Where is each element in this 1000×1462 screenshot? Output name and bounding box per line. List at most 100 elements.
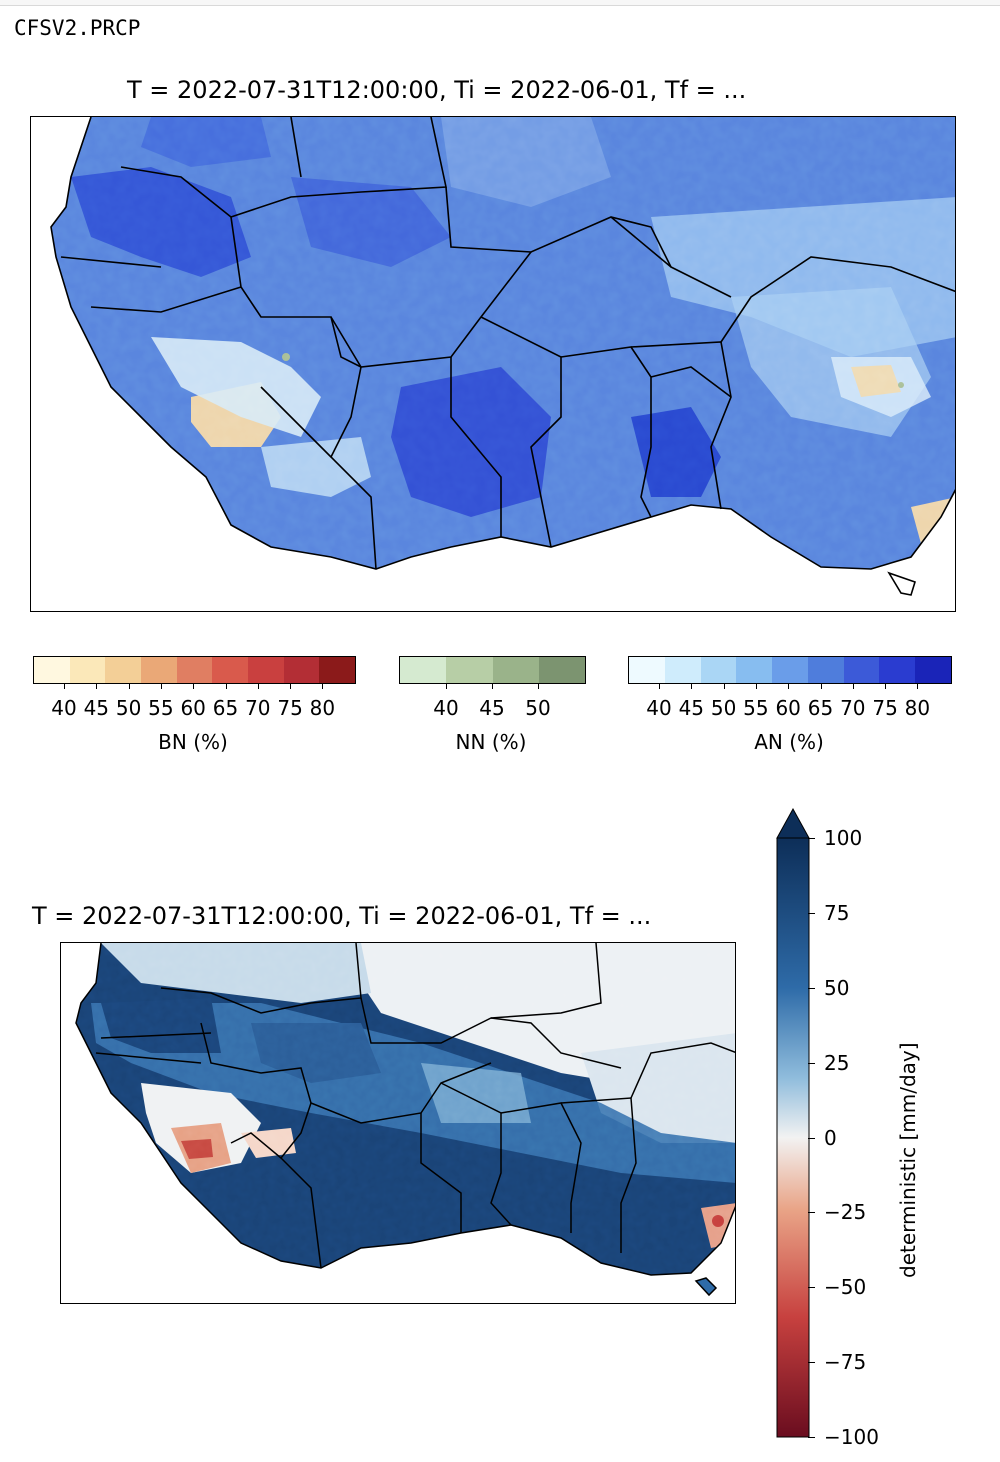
colorbar-tick-label: 25 bbox=[824, 1050, 850, 1075]
colorbar-swatch bbox=[248, 657, 284, 683]
notebook-cell-border bbox=[0, 0, 1000, 6]
colorbar-tickmark bbox=[808, 1437, 815, 1438]
colorbar-tickmark bbox=[723, 684, 725, 689]
colorbar-tickmark bbox=[820, 684, 822, 689]
colorbar-tick-label: 50 bbox=[525, 696, 551, 720]
map2-deterministic-map bbox=[60, 942, 736, 1304]
colorbar-extend-arrow bbox=[776, 808, 810, 839]
colorbar-tick-label: 40 bbox=[433, 696, 459, 720]
colorbar-swatch bbox=[319, 657, 356, 683]
map2-title: T = 2022-07-31T12:00:00, Ti = 2022-06-01… bbox=[32, 902, 652, 930]
colorbar-tickmark bbox=[492, 684, 493, 689]
colorbar-tickmark bbox=[659, 684, 660, 689]
colorbar-swatch bbox=[34, 657, 70, 683]
colorbar-tick-label: 45 bbox=[83, 696, 110, 720]
colorbar-swatch bbox=[400, 657, 447, 683]
colorbar-bn bbox=[33, 656, 356, 684]
colorbar-tick-label: 45 bbox=[678, 696, 705, 720]
colorbar-tick-label: 55 bbox=[148, 696, 174, 720]
colorbar-tick-label: 65 bbox=[212, 696, 239, 720]
colorbar-tickmark bbox=[225, 684, 227, 689]
colorbar-tickmark bbox=[755, 684, 757, 689]
colorbar-nn bbox=[399, 656, 586, 684]
colorbar-swatch bbox=[772, 657, 808, 683]
colorbar-tickmark bbox=[808, 838, 815, 839]
colorbar-tickmark bbox=[96, 684, 98, 689]
colorbar-tickmark bbox=[290, 684, 292, 689]
output-label: CFSV2.PRCP bbox=[14, 16, 141, 40]
colorbar-tick-label: 60 bbox=[180, 696, 206, 720]
colorbar-tickmark bbox=[446, 684, 447, 689]
colorbar-tick-label: 0 bbox=[824, 1125, 837, 1150]
colorbar-tick-label: 70 bbox=[840, 696, 866, 720]
map2-svg bbox=[61, 943, 735, 1303]
colorbar-tickmark bbox=[808, 1212, 815, 1214]
colorbar-tickmark bbox=[808, 1287, 815, 1289]
colorbar-swatch bbox=[446, 657, 493, 683]
map1-tercile-probability-map bbox=[30, 116, 956, 612]
colorbar-tick-label: 80 bbox=[904, 696, 931, 720]
colorbar-tickmark bbox=[885, 684, 887, 689]
colorbar-gradient bbox=[776, 808, 810, 1438]
colorbar-swatch bbox=[105, 657, 142, 683]
colorbar-swatch bbox=[141, 657, 177, 683]
colorbar-tickmark bbox=[193, 684, 195, 689]
colorbar-tickmark bbox=[788, 684, 790, 689]
colorbar-tickmark bbox=[852, 684, 854, 689]
colorbar-tickmark bbox=[808, 1137, 815, 1139]
colorbar-tick-label: 100 bbox=[824, 826, 863, 850]
colorbar-tick-label: 80 bbox=[309, 696, 336, 720]
colorbar-tick-label: −50 bbox=[824, 1275, 867, 1300]
colorbar-swatch bbox=[212, 657, 249, 683]
colorbar-body bbox=[776, 837, 810, 1438]
colorbar-swatch bbox=[176, 657, 213, 683]
country-borders bbox=[75, 943, 735, 1297]
country-borders bbox=[50, 117, 955, 596]
colorbar-tick-label: 40 bbox=[51, 696, 77, 720]
colorbar-swatch bbox=[915, 657, 952, 683]
colorbar-tickmark bbox=[257, 684, 259, 689]
colorbar-tick-label: 50 bbox=[824, 975, 850, 1000]
colorbar-tick-label: 55 bbox=[743, 696, 769, 720]
colorbar-tick-label: 75 bbox=[872, 696, 898, 720]
colorbar-tickmark bbox=[808, 1062, 815, 1064]
map1-svg bbox=[31, 117, 955, 611]
colorbar-label: BN (%) bbox=[158, 730, 228, 754]
colorbar-swatch bbox=[538, 657, 585, 683]
colorbar-tickmark bbox=[808, 987, 815, 989]
colorbar-swatch bbox=[664, 657, 701, 683]
colorbar-label: NN (%) bbox=[455, 730, 527, 754]
colorbar-label: AN (%) bbox=[754, 730, 824, 754]
colorbar-tick-label: 70 bbox=[245, 696, 271, 720]
colorbar-tick-label: 75 bbox=[277, 696, 303, 720]
colorbar-tickmark bbox=[538, 684, 539, 689]
colorbar-tickmark bbox=[160, 684, 162, 689]
colorbar-swatch bbox=[807, 657, 844, 683]
colorbar-tick-label: 45 bbox=[479, 696, 505, 720]
colorbar-tick-label: −100 bbox=[824, 1425, 879, 1449]
colorbar-swatch bbox=[69, 657, 106, 683]
colorbar-swatch bbox=[629, 657, 665, 683]
colorbar-tickmark bbox=[808, 912, 815, 914]
colorbar-swatch bbox=[492, 657, 539, 683]
colorbar-tick-label: 50 bbox=[115, 696, 142, 720]
colorbar-an bbox=[628, 656, 952, 684]
colorbar-tickmark bbox=[64, 684, 65, 689]
colorbar-axis-label: deterministic [mm/day] bbox=[896, 1042, 920, 1278]
colorbar-tick-label: −75 bbox=[824, 1350, 867, 1375]
colorbar-tickmark bbox=[691, 684, 693, 689]
colorbar-tick-label: 40 bbox=[646, 696, 672, 720]
colorbar-swatch bbox=[283, 657, 320, 683]
colorbar-tickmark bbox=[917, 684, 919, 689]
colorbar-swatch bbox=[879, 657, 916, 683]
colorbar-tick-label: 65 bbox=[807, 696, 834, 720]
colorbar-tick-label: 50 bbox=[710, 696, 737, 720]
colorbar-tickmark bbox=[808, 1362, 815, 1364]
colorbar-tick-label: 75 bbox=[824, 900, 850, 925]
colorbar-tickmark bbox=[322, 684, 324, 689]
map1-title: T = 2022-07-31T12:00:00, Ti = 2022-06-01… bbox=[127, 76, 747, 104]
colorbar-tick-label: 60 bbox=[775, 696, 801, 720]
colorbar-swatch bbox=[736, 657, 773, 683]
colorbar-swatch bbox=[843, 657, 880, 683]
colorbar-swatch bbox=[700, 657, 737, 683]
